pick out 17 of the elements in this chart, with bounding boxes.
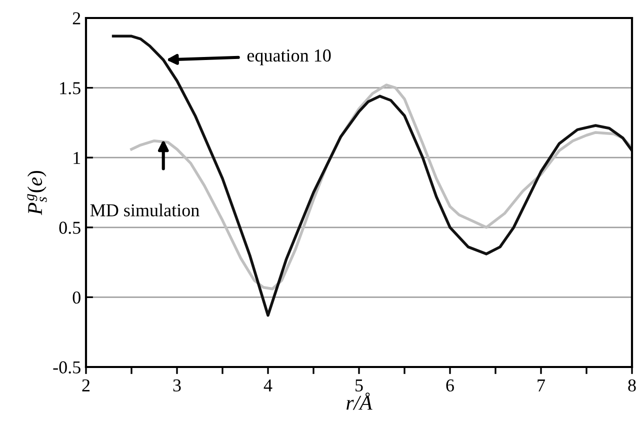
y-tick-label: 2 — [72, 12, 80, 24]
x-tick-label: 5 — [356, 380, 363, 392]
x-tick-label: 4 — [264, 379, 272, 392]
y-tick-label: 1 — [74, 152, 80, 164]
annotation: MD simulation — [90, 204, 200, 216]
x-tick-label: 6 — [446, 379, 454, 392]
annotation: equation 10 — [247, 49, 331, 66]
x-tick-label: 3 — [173, 379, 181, 392]
y-tick-label: 1.5 — [60, 82, 80, 94]
y-tick-label: 0.5 — [59, 222, 80, 234]
x-tick-label: 7 — [538, 380, 545, 392]
y-tick-label: 0 — [72, 291, 80, 304]
x-tick-label: 8 — [628, 379, 636, 392]
y-tick-label: -0.5 — [53, 361, 80, 374]
x-tick-label: 2 — [82, 379, 90, 392]
y-axis-title: P$^{g}$$_{s}$(e) — [27, 170, 47, 216]
x-axis-title: r/Å — [346, 392, 372, 410]
